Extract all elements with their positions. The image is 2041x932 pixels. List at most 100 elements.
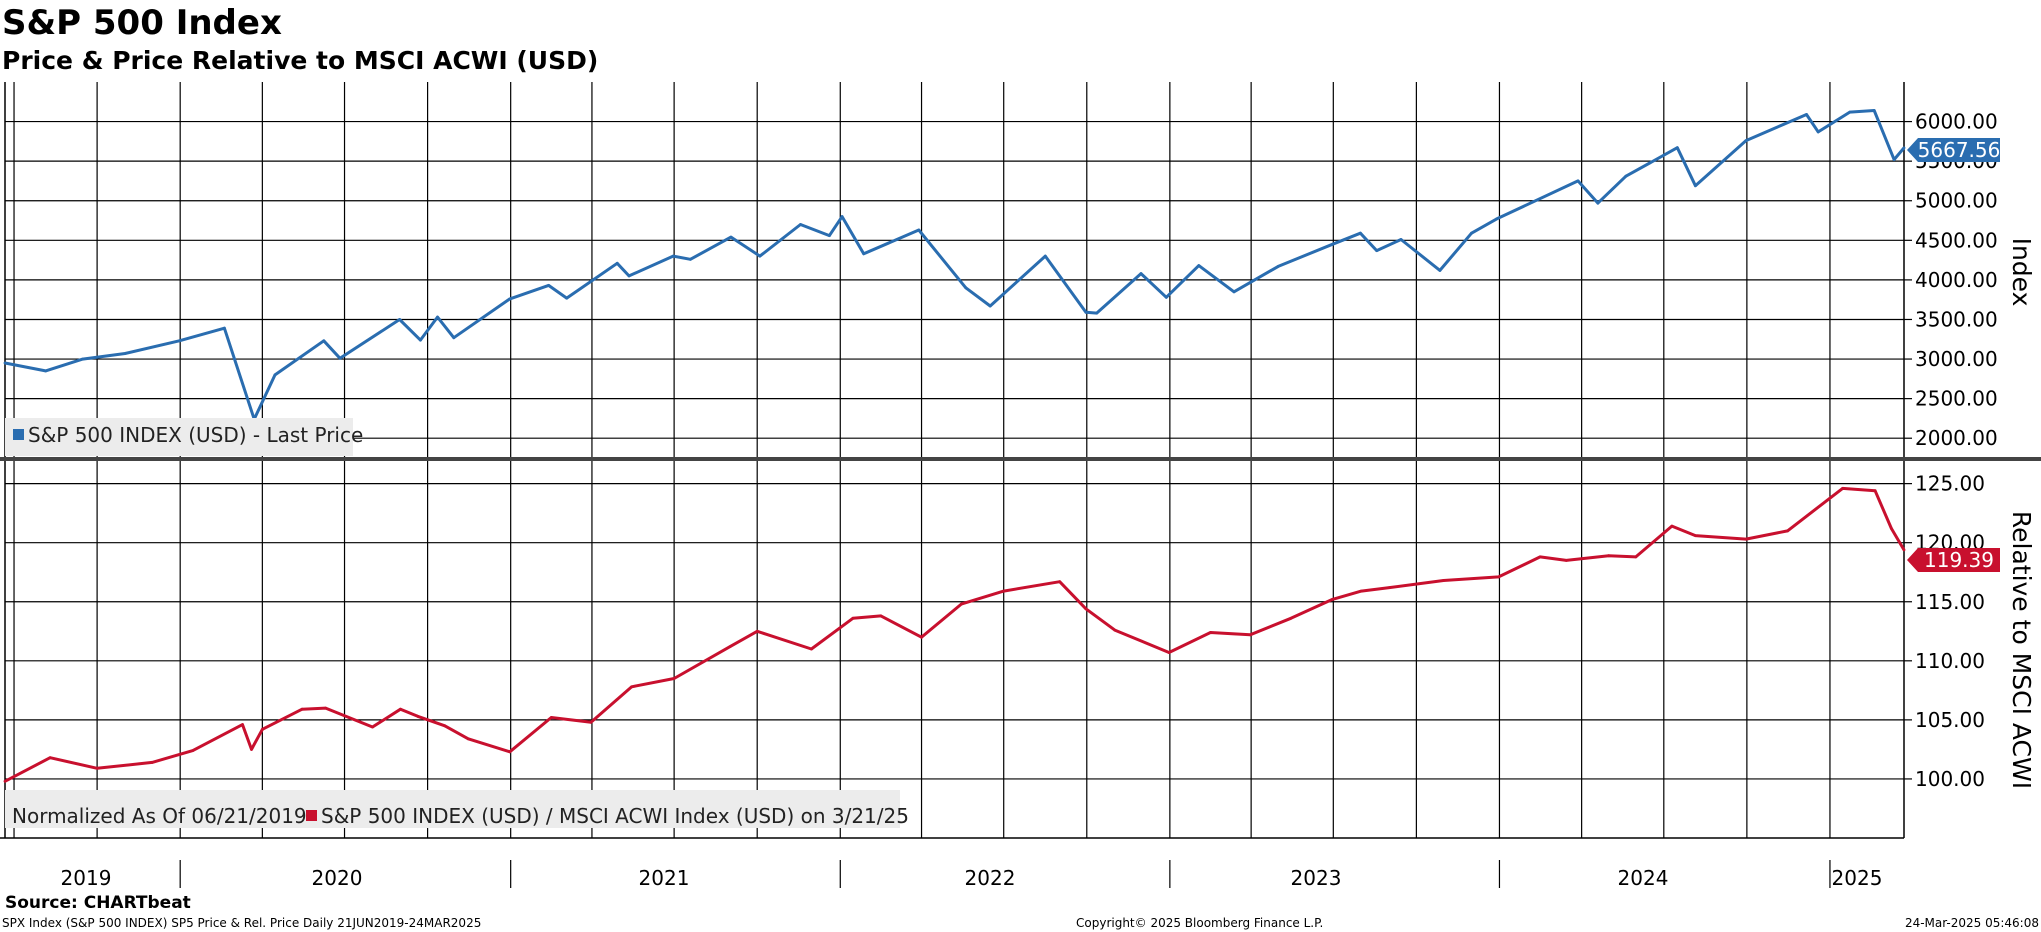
x-tick-label: 2025 [1832,866,1883,890]
data-point [1902,548,1906,552]
bottom-panel-grid [0,82,2041,888]
data-point [671,254,675,258]
data-point [1375,249,1379,253]
bottom-legend-label: S&P 500 INDEX (USD) / MSCI ACWI Index (U… [321,804,909,828]
data-point [273,373,277,377]
data-point [689,257,692,261]
x-tick-label: 2021 [639,866,690,890]
data-point [1331,598,1334,601]
y-tick-label: 3500.00 [1915,307,1998,331]
data-point [758,254,762,258]
data-point [1596,201,1600,205]
x-tick-label: 2022 [965,866,1016,890]
data-point [1805,113,1808,116]
footer-left: SPX Index (S&P 500 INDEX) SP5 Price & Re… [2,916,481,930]
data-point [1607,554,1611,558]
data-point [1084,310,1088,314]
data-point [300,707,304,711]
data-point [1816,130,1820,134]
data-point [1624,174,1628,178]
series-line [4,109,1906,421]
data-point [1902,146,1906,150]
y-tick-label: 4000.00 [1915,268,1998,292]
data-point [324,706,327,710]
data-point [627,274,631,278]
top-panel-grid [5,82,1912,458]
bottom-legend: Normalized As Of 06/21/2019 S&P 500 INDE… [5,790,909,828]
data-point [338,356,342,360]
data-point [1043,254,1047,258]
data-point [1359,231,1362,235]
data-point [1084,607,1088,611]
data-point [1744,139,1748,143]
data-point [466,737,470,741]
data-point [452,336,456,340]
data-point [191,749,195,752]
bottom-y-axis-label: Relative to MSCI ACWI [2007,511,2036,789]
x-axis-year-labels: 2019 2020 2021 2022 2023 2024 2025 [61,866,1883,890]
bottom-last-value-tag: 119.39 [1907,548,2000,572]
data-point [672,677,676,680]
data-point [1744,537,1748,541]
data-point [322,339,326,343]
data-point [729,235,733,239]
data-point [1289,616,1293,620]
data-point [1564,559,1568,562]
data-point [3,361,7,365]
data-point [1058,580,1062,584]
data-point [862,252,866,256]
data-point [879,614,883,618]
data-point [988,304,992,308]
data-point [1634,555,1638,559]
data-point [547,284,550,287]
y-tick-label: 5000.00 [1915,189,1998,213]
data-point [1387,586,1391,589]
data-point [1892,158,1896,162]
y-tick-label: 105.00 [1915,708,1985,732]
data-point [436,315,439,319]
data-point [1248,633,1252,637]
top-legend: S&P 500 INDEX (USD) - Last Price [5,418,363,456]
y-tick-label: 110.00 [1915,649,1985,673]
data-point [828,234,831,238]
footer-center: Copyright© 2025 Bloomberg Finance L.P. [1076,916,1323,930]
top-last-value-tag: 5667.56 [1907,138,2000,162]
y-tick-label: 3000.00 [1915,347,1998,371]
data-point [241,723,244,726]
top-panel-series [3,109,1906,421]
data-point [81,357,85,361]
data-point [1095,311,1099,315]
data-point [48,756,52,760]
data-point [223,326,226,330]
y-tick-label: 125.00 [1915,472,1985,496]
data-point [44,369,47,373]
data-point [1442,579,1445,582]
data-point [755,629,759,633]
data-point [1670,524,1674,528]
data-point [1495,217,1499,221]
data-point [1841,487,1844,490]
bottom-panel-series [3,486,1906,783]
data-point [1576,179,1580,183]
data-point [1002,589,1006,593]
x-tick-label: 2020 [312,866,363,890]
top-last-value: 5667.56 [1918,138,2001,162]
top-legend-label: S&P 500 INDEX (USD) - Last Price [28,423,363,447]
chart-subtitle: Price & Price Relative to MSCI ACWI (USD… [2,46,598,75]
data-point [177,339,181,343]
data-point [1694,184,1697,188]
chart-title: S&P 500 Index [2,3,282,43]
footer-right: 24-Mar-2025 05:46:08 [1905,916,2039,930]
data-point [964,286,968,290]
data-point [419,338,422,342]
y-tick-label: 2000.00 [1915,426,1998,450]
data-point [959,602,963,606]
bottom-last-value: 119.39 [1924,548,1994,572]
data-point [508,750,512,754]
data-point [1399,238,1403,241]
data-point [1497,575,1500,579]
data-point [1139,272,1143,275]
data-point [1331,242,1334,246]
